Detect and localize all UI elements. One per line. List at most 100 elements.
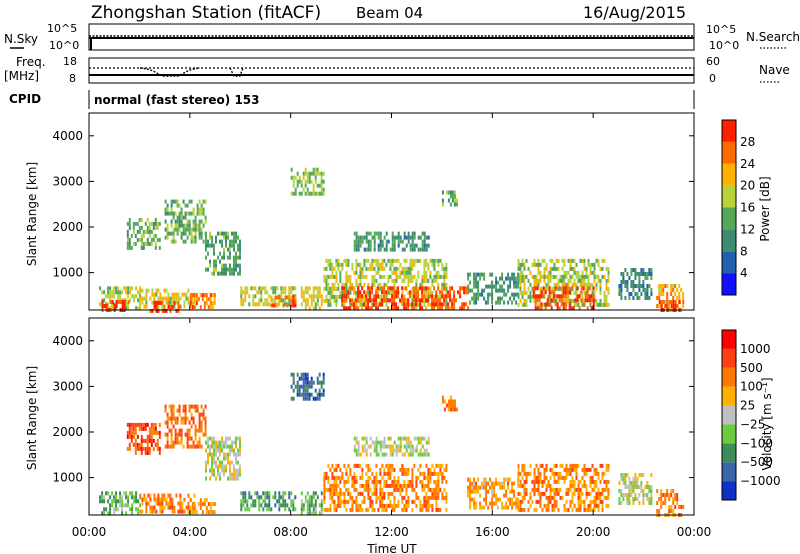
power-cell bbox=[304, 290, 307, 295]
velocity-cell bbox=[207, 444, 209, 449]
power-cell bbox=[407, 239, 410, 244]
velocity-cell bbox=[409, 440, 412, 445]
power-cell bbox=[521, 278, 524, 283]
velocity-cell bbox=[365, 507, 368, 512]
velocity-cell bbox=[148, 450, 151, 455]
power-cell bbox=[213, 247, 215, 252]
power-cell bbox=[189, 293, 192, 298]
power-cell bbox=[363, 282, 366, 287]
velocity-cell bbox=[433, 467, 436, 472]
velocity-cell bbox=[353, 499, 356, 504]
power-cell bbox=[111, 302, 114, 307]
power-cell bbox=[589, 282, 592, 287]
power-cell bbox=[543, 266, 546, 271]
power-cell bbox=[200, 211, 203, 216]
velocity-cell bbox=[365, 487, 368, 492]
velocity-cell bbox=[145, 497, 148, 502]
velocity-cell bbox=[642, 473, 645, 477]
velocity-cell bbox=[188, 420, 191, 425]
velocity-cell bbox=[192, 416, 195, 421]
power-cell bbox=[229, 271, 231, 276]
velocity-cell bbox=[519, 499, 522, 504]
power-cell bbox=[395, 290, 398, 295]
power-cell bbox=[361, 274, 364, 279]
velocity-cell bbox=[184, 420, 187, 425]
power-cell bbox=[316, 286, 319, 291]
velocity-cell bbox=[672, 489, 675, 493]
power-cell bbox=[242, 302, 245, 307]
power-cell bbox=[560, 294, 563, 299]
velocity-cell bbox=[172, 404, 175, 409]
velocity-cell bbox=[371, 507, 374, 512]
power-cell bbox=[363, 274, 366, 279]
power-cell bbox=[320, 302, 323, 307]
velocity-cell bbox=[355, 507, 358, 512]
velocity-cell bbox=[375, 448, 378, 453]
velocity-cell bbox=[419, 452, 422, 457]
velocity-cell bbox=[150, 442, 153, 447]
velocity-cell bbox=[320, 503, 323, 508]
power-cell bbox=[445, 262, 448, 267]
power-cell bbox=[564, 306, 567, 311]
power-cell bbox=[589, 270, 592, 275]
velocity-cell bbox=[473, 477, 476, 482]
power-cell bbox=[576, 286, 579, 291]
power-cell bbox=[172, 199, 175, 204]
power-cell bbox=[174, 227, 177, 232]
cpid-row: CPID normal (fast stereo) 153 bbox=[9, 90, 695, 109]
power-cell bbox=[371, 274, 374, 279]
velocity-cell bbox=[132, 442, 135, 447]
power-cell bbox=[209, 297, 212, 302]
power-cell bbox=[341, 262, 344, 267]
velocity-cell bbox=[545, 463, 548, 468]
power-cell bbox=[347, 290, 350, 295]
velocity-cell bbox=[207, 460, 209, 465]
velocity-cell bbox=[555, 487, 558, 492]
power-cell bbox=[205, 267, 207, 272]
velocity-cell bbox=[567, 507, 570, 512]
power-cell bbox=[355, 266, 358, 271]
power-cell bbox=[137, 290, 140, 295]
velocity-cell bbox=[258, 499, 261, 504]
velocity-cell bbox=[310, 380, 313, 385]
velocity-cell bbox=[233, 472, 235, 477]
power-cell bbox=[401, 290, 404, 295]
velocity-cell bbox=[209, 436, 211, 441]
velocity-cell bbox=[491, 489, 494, 494]
power-cell bbox=[258, 286, 261, 291]
velocity-cell bbox=[300, 384, 303, 389]
power-cell bbox=[411, 278, 414, 283]
velocity-cell bbox=[487, 481, 490, 486]
power-cell bbox=[515, 300, 518, 305]
power-cell bbox=[205, 243, 207, 248]
power-cell bbox=[371, 302, 374, 307]
power-cell bbox=[391, 243, 394, 248]
power-cell bbox=[142, 245, 145, 250]
power-cell bbox=[531, 294, 534, 299]
power-cell bbox=[209, 305, 212, 310]
power-cell bbox=[227, 255, 229, 260]
power-cell bbox=[592, 298, 595, 303]
power-cell bbox=[568, 290, 571, 295]
velocity-cell bbox=[622, 473, 625, 477]
velocity-cell bbox=[676, 501, 679, 505]
velocity-cell bbox=[134, 422, 137, 427]
power-cell bbox=[171, 304, 174, 309]
power-cell bbox=[632, 268, 635, 272]
power-cell bbox=[501, 296, 504, 301]
power-cell bbox=[331, 270, 334, 275]
velocity-cell bbox=[389, 448, 392, 453]
velocity-cell bbox=[323, 471, 326, 476]
velocity-cell bbox=[134, 446, 137, 451]
power-cell bbox=[188, 211, 191, 216]
power-cell bbox=[164, 199, 167, 204]
power-cell bbox=[144, 221, 147, 226]
freq-label: Freq. bbox=[16, 55, 46, 69]
power-cell bbox=[431, 290, 434, 295]
power-cell bbox=[664, 284, 667, 288]
velocity-cell bbox=[359, 463, 362, 468]
velocity-cell bbox=[497, 505, 500, 510]
power-cell bbox=[565, 282, 568, 287]
velocity-cell bbox=[630, 489, 633, 493]
power-cell bbox=[536, 298, 539, 303]
